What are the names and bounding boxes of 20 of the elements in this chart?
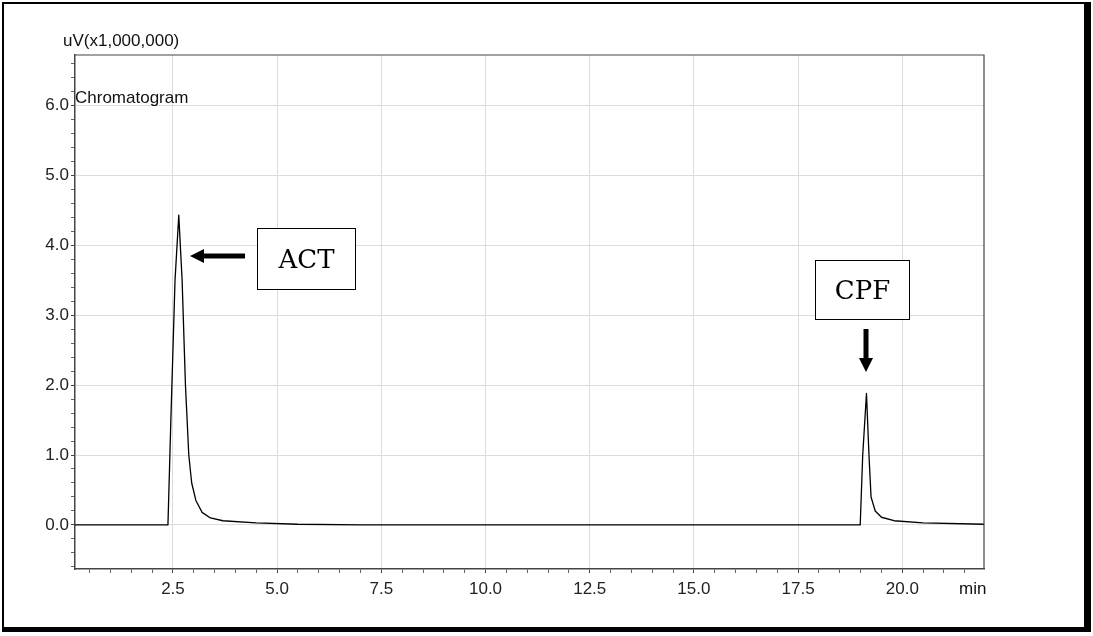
y-tick-label: 0.0 xyxy=(45,514,69,534)
annotation: Chromatogram xyxy=(75,88,189,108)
y-tick-label: 3.0 xyxy=(45,304,69,324)
x-tick-label: 12.5 xyxy=(573,578,607,598)
x-tick-label: 15.0 xyxy=(677,578,711,598)
y-tick-label: 1.0 xyxy=(45,444,69,464)
y-tick-label: 2.0 xyxy=(45,374,69,394)
annotation: ACT xyxy=(257,228,356,290)
x-axis-title: min xyxy=(959,579,987,599)
x-tick-label: 17.5 xyxy=(781,578,815,598)
y-tick-label: 4.0 xyxy=(45,234,69,254)
x-tick-label: 2.5 xyxy=(161,578,185,598)
x-tick-label: 5.0 xyxy=(265,578,289,598)
x-tick-label: 7.5 xyxy=(369,578,394,598)
y-tick-label: 6.0 xyxy=(45,95,69,115)
x-tick-label: 20.0 xyxy=(885,578,919,598)
x-tick-label: 10.0 xyxy=(468,578,503,598)
annotation: CPF xyxy=(815,260,910,320)
y-tick-label: 5.0 xyxy=(45,164,69,184)
y-axis-title: uV(x1,000,000) xyxy=(63,31,180,51)
